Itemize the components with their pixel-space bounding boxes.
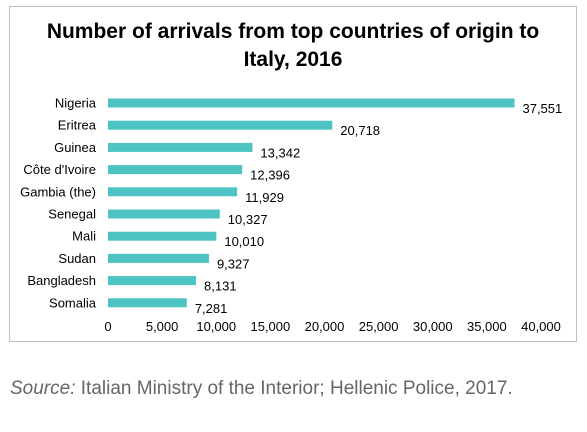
value-label-senegal: 10,327 bbox=[228, 212, 268, 227]
value-label-cote-d-ivoire: 12,396 bbox=[250, 168, 290, 183]
value-label-sudan: 9,327 bbox=[217, 256, 250, 271]
category-label-somalia: Somalia bbox=[49, 295, 97, 310]
source-label: Source: bbox=[10, 378, 76, 399]
chart-title-line-1: Number of arrivals from top countries of… bbox=[46, 20, 540, 43]
bar-bangladesh bbox=[108, 276, 197, 286]
category-label-sudan: Sudan bbox=[58, 251, 96, 266]
category-label-gambia-the: Gambia (the) bbox=[20, 184, 96, 199]
chart-frame bbox=[9, 6, 577, 342]
x-tick-label-20000: 20,000 bbox=[305, 319, 345, 334]
x-tick-label-35000: 35,000 bbox=[467, 319, 507, 334]
bar-gambia-the bbox=[108, 187, 238, 197]
category-label-cote-d-ivoire: Côte d'Ivoire bbox=[23, 162, 96, 177]
value-label-gambia-the: 11,929 bbox=[245, 190, 284, 205]
bar-guinea bbox=[108, 142, 253, 152]
source-text: Italian Ministry of the Interior; Hellen… bbox=[80, 378, 513, 399]
value-label-somalia: 7,281 bbox=[195, 301, 228, 316]
bar-mali bbox=[108, 231, 217, 241]
value-label-guinea: 13,342 bbox=[260, 145, 300, 160]
x-tick-label-30000: 30,000 bbox=[413, 319, 453, 334]
value-labels-group: 37,551 20,718 13,342 12,396 11,929 10,327 10,0… bbox=[195, 101, 562, 316]
bars-group bbox=[108, 98, 515, 308]
value-label-mali: 10,010 bbox=[224, 234, 264, 249]
chart-title-line-2: Italy, 2016 bbox=[243, 48, 343, 71]
category-labels-group: Nigeria Eritrea Guinea Côte d'Ivoire Gambia … bbox=[20, 96, 97, 311]
category-label-eritrea: Eritrea bbox=[58, 118, 97, 133]
category-label-nigeria: Nigeria bbox=[55, 96, 97, 111]
bar-eritrea bbox=[108, 120, 333, 130]
category-label-senegal: Senegal bbox=[48, 207, 96, 222]
x-tick-label-10000: 10,000 bbox=[196, 319, 236, 334]
value-label-bangladesh: 8,131 bbox=[204, 279, 237, 294]
chart-title: Number of arrivals from top countries of… bbox=[9, 18, 577, 74]
x-tick-label-25000: 25,000 bbox=[359, 319, 399, 334]
bar-sudan bbox=[108, 253, 209, 263]
x-tick-labels-group: 0 5,000 10,000 15,000 20,000 25,000 30,000 35,0… bbox=[104, 319, 561, 334]
bar-somalia bbox=[108, 298, 187, 308]
category-label-mali: Mali bbox=[72, 229, 96, 244]
bar-senegal bbox=[108, 209, 220, 219]
bar-cote-d-ivoire bbox=[108, 165, 243, 175]
value-label-eritrea: 20,718 bbox=[340, 123, 380, 138]
bar-nigeria bbox=[108, 98, 515, 108]
x-tick-label-0: 0 bbox=[104, 319, 111, 334]
source-note: Source: Italian Ministry of the Interior… bbox=[10, 378, 513, 400]
x-tick-label-5000: 5,000 bbox=[146, 319, 179, 334]
x-tick-label-15000: 15,000 bbox=[250, 319, 290, 334]
category-label-guinea: Guinea bbox=[54, 140, 97, 155]
value-label-nigeria: 37,551 bbox=[522, 101, 562, 116]
x-tick-label-40000: 40,000 bbox=[521, 319, 561, 334]
category-label-bangladesh: Bangladesh bbox=[27, 273, 96, 288]
